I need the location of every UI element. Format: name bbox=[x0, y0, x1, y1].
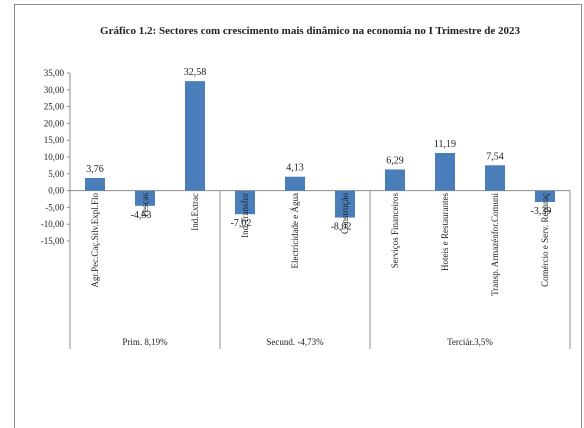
y-tick-label: 30,00 bbox=[44, 85, 65, 95]
data-label: 7,54 bbox=[486, 151, 504, 162]
category-label: Electricidade e Água bbox=[290, 193, 300, 268]
group-label: Secund. -4,73% bbox=[266, 337, 324, 347]
bar bbox=[285, 176, 305, 191]
bar bbox=[235, 190, 255, 215]
data-label: -3,39 bbox=[531, 206, 552, 217]
y-tick-label: -15,00 bbox=[41, 236, 65, 246]
category-label: Construção bbox=[340, 193, 350, 234]
y-tick-label: 15,00 bbox=[44, 135, 65, 145]
bar bbox=[85, 177, 105, 191]
y-tick-label: 0,00 bbox=[48, 186, 64, 196]
data-label: -7,02 bbox=[231, 218, 252, 229]
y-tick-label: -10,00 bbox=[41, 219, 65, 229]
bar bbox=[535, 190, 555, 202]
data-label: 6,29 bbox=[386, 155, 404, 166]
category-label: Serviços Financeiros bbox=[390, 193, 400, 269]
group-label: Terciár.3,5% bbox=[447, 337, 493, 347]
chart-frame bbox=[14, 4, 582, 428]
chart-title: Gráfico 1.2: Sectores com crescimento ma… bbox=[100, 25, 520, 37]
category-label: Ind.Extrac bbox=[190, 193, 200, 231]
data-label: 4,13 bbox=[286, 163, 304, 174]
category-label: Pescas bbox=[140, 193, 150, 217]
category-label: Agr.Pec.Caç.Silv.Expl.Flo bbox=[90, 193, 100, 288]
bar bbox=[135, 190, 155, 206]
bar bbox=[485, 165, 505, 191]
bar bbox=[385, 169, 405, 191]
bar bbox=[185, 81, 205, 191]
bar bbox=[435, 153, 455, 191]
category-label: Hoteis e Restaurantes bbox=[440, 193, 450, 271]
category-label: Transp. Armazénfor.Comuni bbox=[490, 193, 500, 296]
y-tick-label: 35,00 bbox=[44, 68, 65, 78]
category-label: Ind.Transfor bbox=[240, 193, 250, 238]
y-tick-label: 25,00 bbox=[44, 102, 65, 112]
data-label: 11,19 bbox=[434, 139, 456, 150]
y-tick-label: 5,00 bbox=[48, 169, 64, 179]
data-label: 32,58 bbox=[184, 67, 207, 78]
category-label: Comércio e Serv. Reparaç bbox=[540, 193, 550, 287]
data-label: 3,76 bbox=[86, 164, 104, 175]
data-label: -8,02 bbox=[331, 222, 352, 233]
y-tick-label: 20,00 bbox=[44, 118, 65, 128]
bar bbox=[335, 190, 355, 218]
data-label: -4,53 bbox=[131, 210, 152, 221]
y-tick-label: 10,00 bbox=[44, 152, 65, 162]
y-tick-label: -5,00 bbox=[45, 202, 64, 212]
group-label: Prim. 8,19% bbox=[122, 337, 168, 347]
